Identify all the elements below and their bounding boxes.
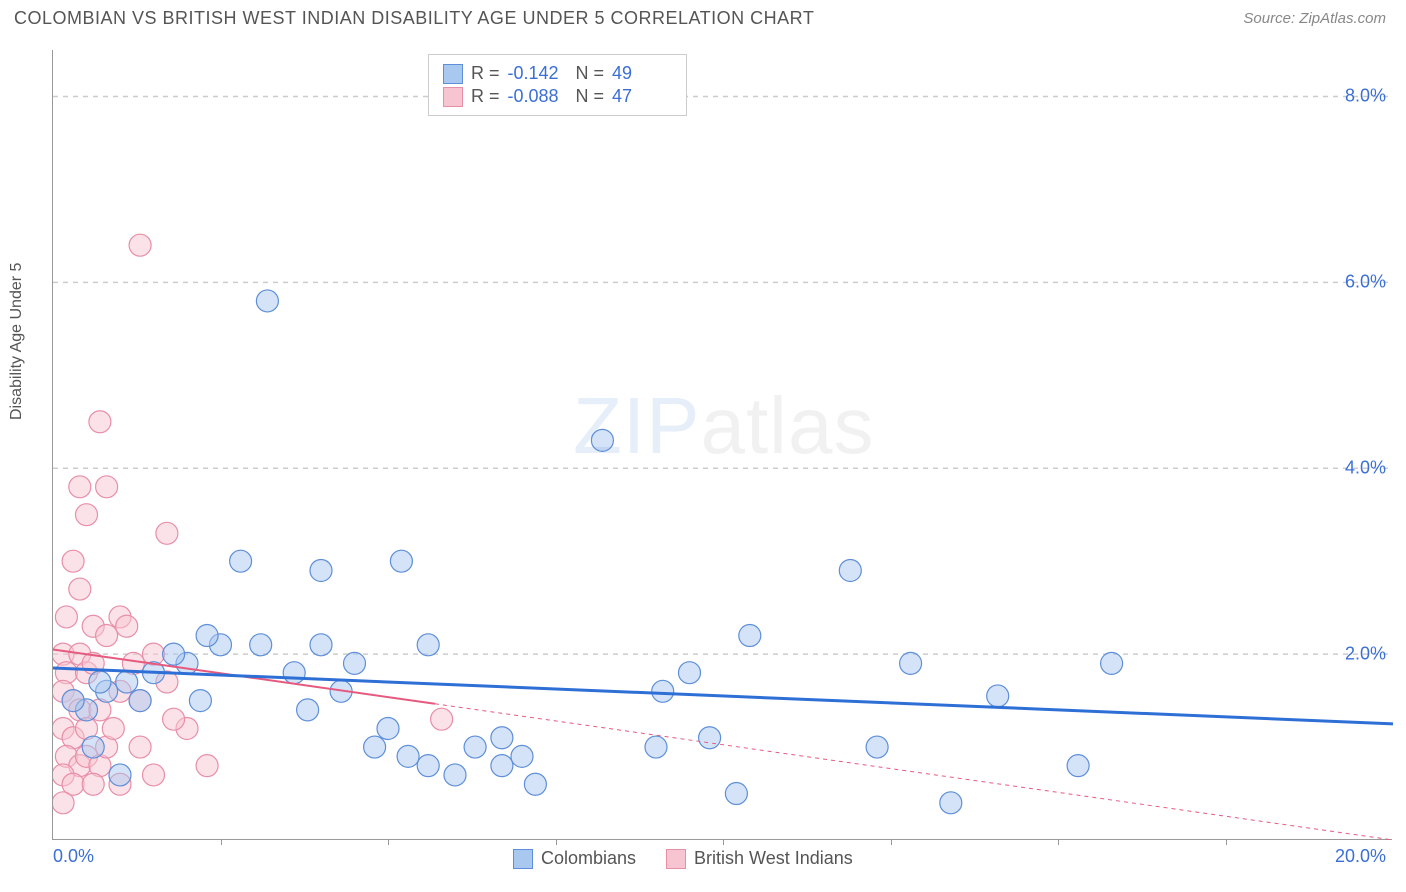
chart-plot-area: ZIPatlas R = -0.142 N = 49 R = -0.088 N … <box>52 50 1392 840</box>
x-tick-mark <box>1226 839 1227 845</box>
r-label: R = <box>471 63 500 84</box>
x-tick-mark <box>891 839 892 845</box>
x-tick-mark <box>556 839 557 845</box>
stats-row-colombians: R = -0.142 N = 49 <box>443 63 672 84</box>
n-value-colombians: 49 <box>612 63 672 84</box>
y-tick-label: 8.0% <box>1345 86 1386 107</box>
y-tick-label: 4.0% <box>1345 458 1386 479</box>
chart-header: COLOMBIAN VS BRITISH WEST INDIAN DISABIL… <box>0 0 1406 33</box>
chart-title: COLOMBIAN VS BRITISH WEST INDIAN DISABIL… <box>14 8 814 29</box>
y-tick-label: 2.0% <box>1345 644 1386 665</box>
legend-item-colombians: Colombians <box>513 848 636 869</box>
y-axis-label: Disability Age Under 5 <box>8 263 26 420</box>
x-tick-label-min: 0.0% <box>53 846 94 867</box>
x-tick-mark <box>1058 839 1059 845</box>
x-tick-mark <box>388 839 389 845</box>
r-value-bwi: -0.088 <box>508 86 568 107</box>
chart-source: Source: ZipAtlas.com <box>1243 10 1386 27</box>
source-name: ZipAtlas.com <box>1299 10 1386 27</box>
swatch-colombians-icon <box>443 64 463 84</box>
legend-label-bwi: British West Indians <box>694 848 853 869</box>
stats-row-bwi: R = -0.088 N = 47 <box>443 86 672 107</box>
bottom-legend: Colombians British West Indians <box>513 848 853 869</box>
r-value-colombians: -0.142 <box>508 63 568 84</box>
y-tick-label: 6.0% <box>1345 272 1386 293</box>
n-value-bwi: 47 <box>612 86 672 107</box>
legend-item-bwi: British West Indians <box>666 848 853 869</box>
x-tick-mark <box>221 839 222 845</box>
swatch-bwi-icon <box>443 87 463 107</box>
n-label: N = <box>576 63 605 84</box>
scatter-plot-svg <box>53 50 1393 840</box>
legend-swatch-bwi-icon <box>666 849 686 869</box>
legend-label-colombians: Colombians <box>541 848 636 869</box>
legend-swatch-colombians-icon <box>513 849 533 869</box>
x-tick-label-max: 20.0% <box>1335 846 1386 867</box>
source-prefix: Source: <box>1243 10 1299 27</box>
r-label: R = <box>471 86 500 107</box>
x-tick-mark <box>723 839 724 845</box>
n-label: N = <box>576 86 605 107</box>
stats-legend-box: R = -0.142 N = 49 R = -0.088 N = 47 <box>428 54 687 116</box>
